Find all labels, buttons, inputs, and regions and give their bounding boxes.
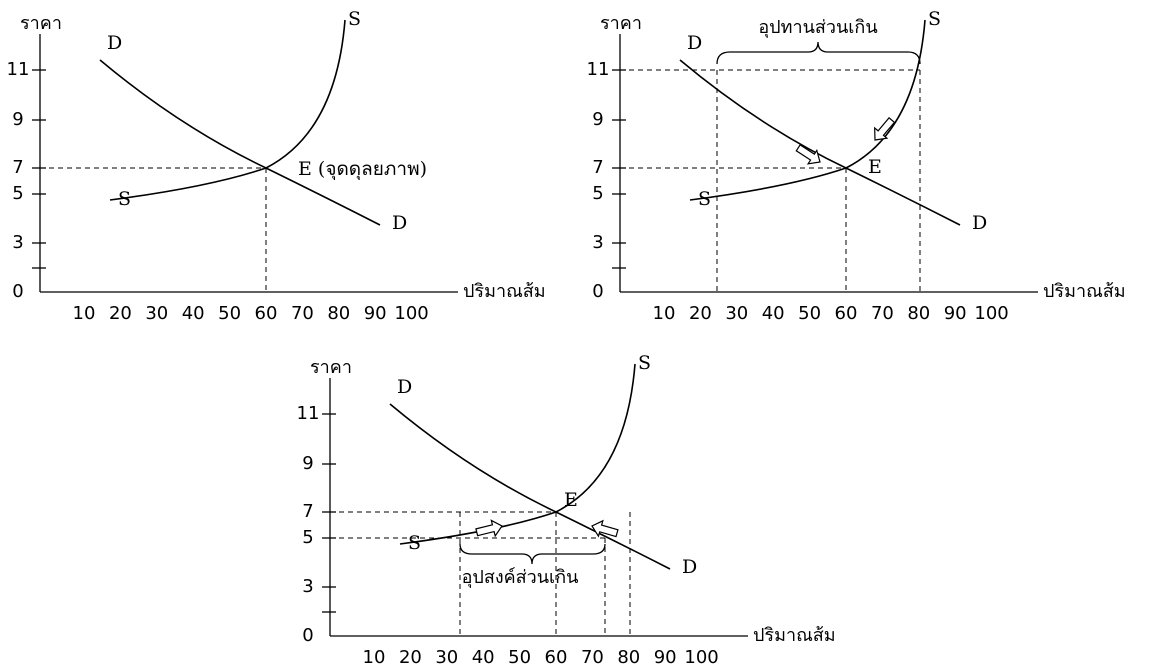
x-tick-label: 10: [363, 647, 386, 668]
y-tick-label: 11: [587, 59, 610, 80]
curve-label: D: [397, 376, 412, 398]
y-tick-label: 11: [297, 403, 320, 424]
curve-label: D: [682, 556, 697, 578]
x-tick-label: 100: [394, 303, 428, 324]
y-axis-label: ราคา: [310, 357, 352, 378]
x-tick-label: 40: [182, 303, 205, 324]
x-tick-label: 60: [255, 303, 278, 324]
x-tick-label: 50: [798, 303, 821, 324]
x-tick-label: 30: [145, 303, 168, 324]
curve-label: S: [348, 8, 361, 30]
y-axis-label: ราคา: [600, 13, 642, 34]
y-tick-label: 3: [592, 232, 603, 253]
x-tick-label: 70: [581, 647, 604, 668]
x-tick-label: 20: [689, 303, 712, 324]
x-tick-label: 100: [684, 647, 718, 668]
y-tick-label: 9: [302, 453, 313, 474]
curve-label: D: [107, 32, 122, 54]
x-tick-label: 40: [472, 647, 495, 668]
y-tick-label: 9: [12, 109, 23, 130]
x-tick-label: 90: [944, 303, 967, 324]
annotation: อุปสงค์ส่วนเกิน: [462, 567, 579, 588]
y-tick-label: 5: [12, 183, 23, 204]
x-axis-label: ปริมาณส้ม: [753, 625, 836, 646]
x-tick-label: 100: [974, 303, 1008, 324]
equilibrium-label: E: [564, 489, 578, 511]
brace: [459, 543, 606, 565]
y-tick-label: 5: [592, 183, 603, 204]
y-tick-label: 7: [302, 501, 313, 522]
x-tick-label: 30: [725, 303, 748, 324]
curve-label: S: [118, 188, 131, 210]
curve-label: S: [698, 188, 711, 210]
y-tick-label: 0: [302, 625, 313, 646]
arrow: [874, 116, 896, 141]
annotation: อุปทานส่วนเกิน: [758, 17, 877, 38]
demand-curve: [679, 59, 961, 226]
y-tick-label: 7: [592, 157, 603, 178]
supply-curve: [109, 19, 346, 201]
y-tick-label: 3: [302, 576, 313, 597]
x-axis-label: ปริมาณส้ม: [1043, 281, 1126, 302]
equilibrium-label: E (จุดดุลยภาพ): [298, 158, 427, 181]
x-tick-label: 60: [545, 647, 568, 668]
x-tick-label: 40: [762, 303, 785, 324]
equilibrium-label: E: [868, 156, 882, 178]
x-axis-label: ปริมาณส้ม: [463, 281, 546, 302]
curve-label: D: [687, 32, 702, 54]
x-tick-label: 70: [871, 303, 894, 324]
curve-label: D: [972, 212, 987, 234]
y-tick-label: 9: [592, 109, 603, 130]
arrow: [795, 144, 821, 165]
curve-label: D: [392, 212, 407, 234]
y-tick-label: 7: [12, 157, 23, 178]
curve-label: S: [928, 8, 941, 30]
x-tick-label: 10: [73, 303, 96, 324]
arrow: [475, 519, 503, 538]
x-tick-label: 50: [218, 303, 241, 324]
curve-label: S: [638, 352, 651, 374]
y-axis-label: ราคา: [20, 13, 62, 34]
y-tick-label: 0: [12, 281, 23, 302]
brace: [716, 41, 921, 65]
curve-label: S: [408, 532, 421, 554]
x-tick-label: 80: [327, 303, 350, 324]
supply-curve: [689, 19, 926, 201]
demand-curve: [99, 59, 381, 226]
x-tick-label: 10: [653, 303, 676, 324]
x-tick-label: 60: [835, 303, 858, 324]
y-tick-label: 0: [592, 281, 603, 302]
x-tick-label: 70: [291, 303, 314, 324]
arrow: [591, 519, 619, 538]
demand-curve: [389, 403, 671, 570]
supply-curve: [399, 363, 636, 545]
y-tick-label: 11: [7, 59, 30, 80]
x-tick-label: 80: [907, 303, 930, 324]
x-tick-label: 20: [109, 303, 132, 324]
x-tick-label: 90: [654, 647, 677, 668]
y-tick-label: 5: [302, 527, 313, 548]
x-tick-label: 30: [435, 647, 458, 668]
y-tick-label: 3: [12, 232, 23, 253]
x-tick-label: 80: [617, 647, 640, 668]
x-tick-label: 50: [508, 647, 531, 668]
x-tick-label: 20: [399, 647, 422, 668]
x-tick-label: 90: [364, 303, 387, 324]
